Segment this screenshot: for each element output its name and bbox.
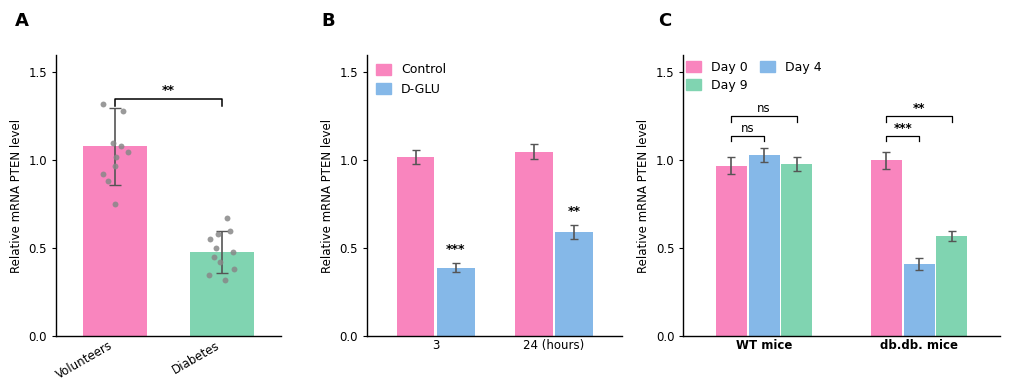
Legend: Control, D-GLU: Control, D-GLU (373, 61, 448, 98)
Point (200, 271, 216, 278)
Y-axis label: Relative mRNA PTEN level: Relative mRNA PTEN level (321, 118, 333, 273)
Point (107, 201, 123, 207)
Bar (396, 157, 434, 336)
Bar (935, 236, 966, 336)
Bar (436, 267, 474, 336)
Text: ***: *** (893, 122, 911, 135)
Point (225, 249, 242, 255)
Bar (83, 146, 147, 336)
Point (113, 143, 129, 149)
Text: **: ** (162, 84, 174, 97)
Bar (515, 151, 552, 336)
Bar (903, 264, 933, 336)
Point (105, 140, 121, 146)
Point (208, 245, 224, 251)
Text: ***: *** (445, 243, 465, 256)
Point (212, 259, 228, 265)
Text: C: C (657, 12, 671, 30)
Point (107, 163, 123, 169)
Point (100, 178, 116, 185)
Point (206, 254, 222, 260)
Text: ns: ns (740, 122, 754, 135)
Text: **: ** (912, 102, 924, 115)
Y-axis label: Relative mRNA PTEN level: Relative mRNA PTEN level (10, 118, 22, 273)
Point (114, 108, 130, 114)
Bar (781, 164, 811, 336)
Y-axis label: Relative mRNA PTEN level: Relative mRNA PTEN level (637, 118, 649, 273)
Bar (748, 155, 779, 336)
Legend: Day 0, Day 9, Day 4, : Day 0, Day 9, Day 4, (683, 58, 823, 94)
Point (218, 215, 234, 221)
Bar (190, 252, 254, 336)
Point (216, 277, 232, 283)
Text: ns: ns (756, 102, 770, 115)
Point (95, 171, 111, 178)
Bar (715, 166, 746, 336)
Bar (554, 232, 592, 336)
Text: **: ** (567, 205, 580, 218)
Point (120, 148, 137, 154)
Bar (870, 160, 901, 336)
Point (225, 266, 242, 273)
Point (210, 231, 226, 237)
Text: B: B (321, 12, 334, 30)
Text: A: A (15, 12, 30, 30)
Point (95, 101, 111, 107)
Point (108, 154, 124, 160)
Point (202, 236, 218, 242)
Point (222, 228, 238, 234)
